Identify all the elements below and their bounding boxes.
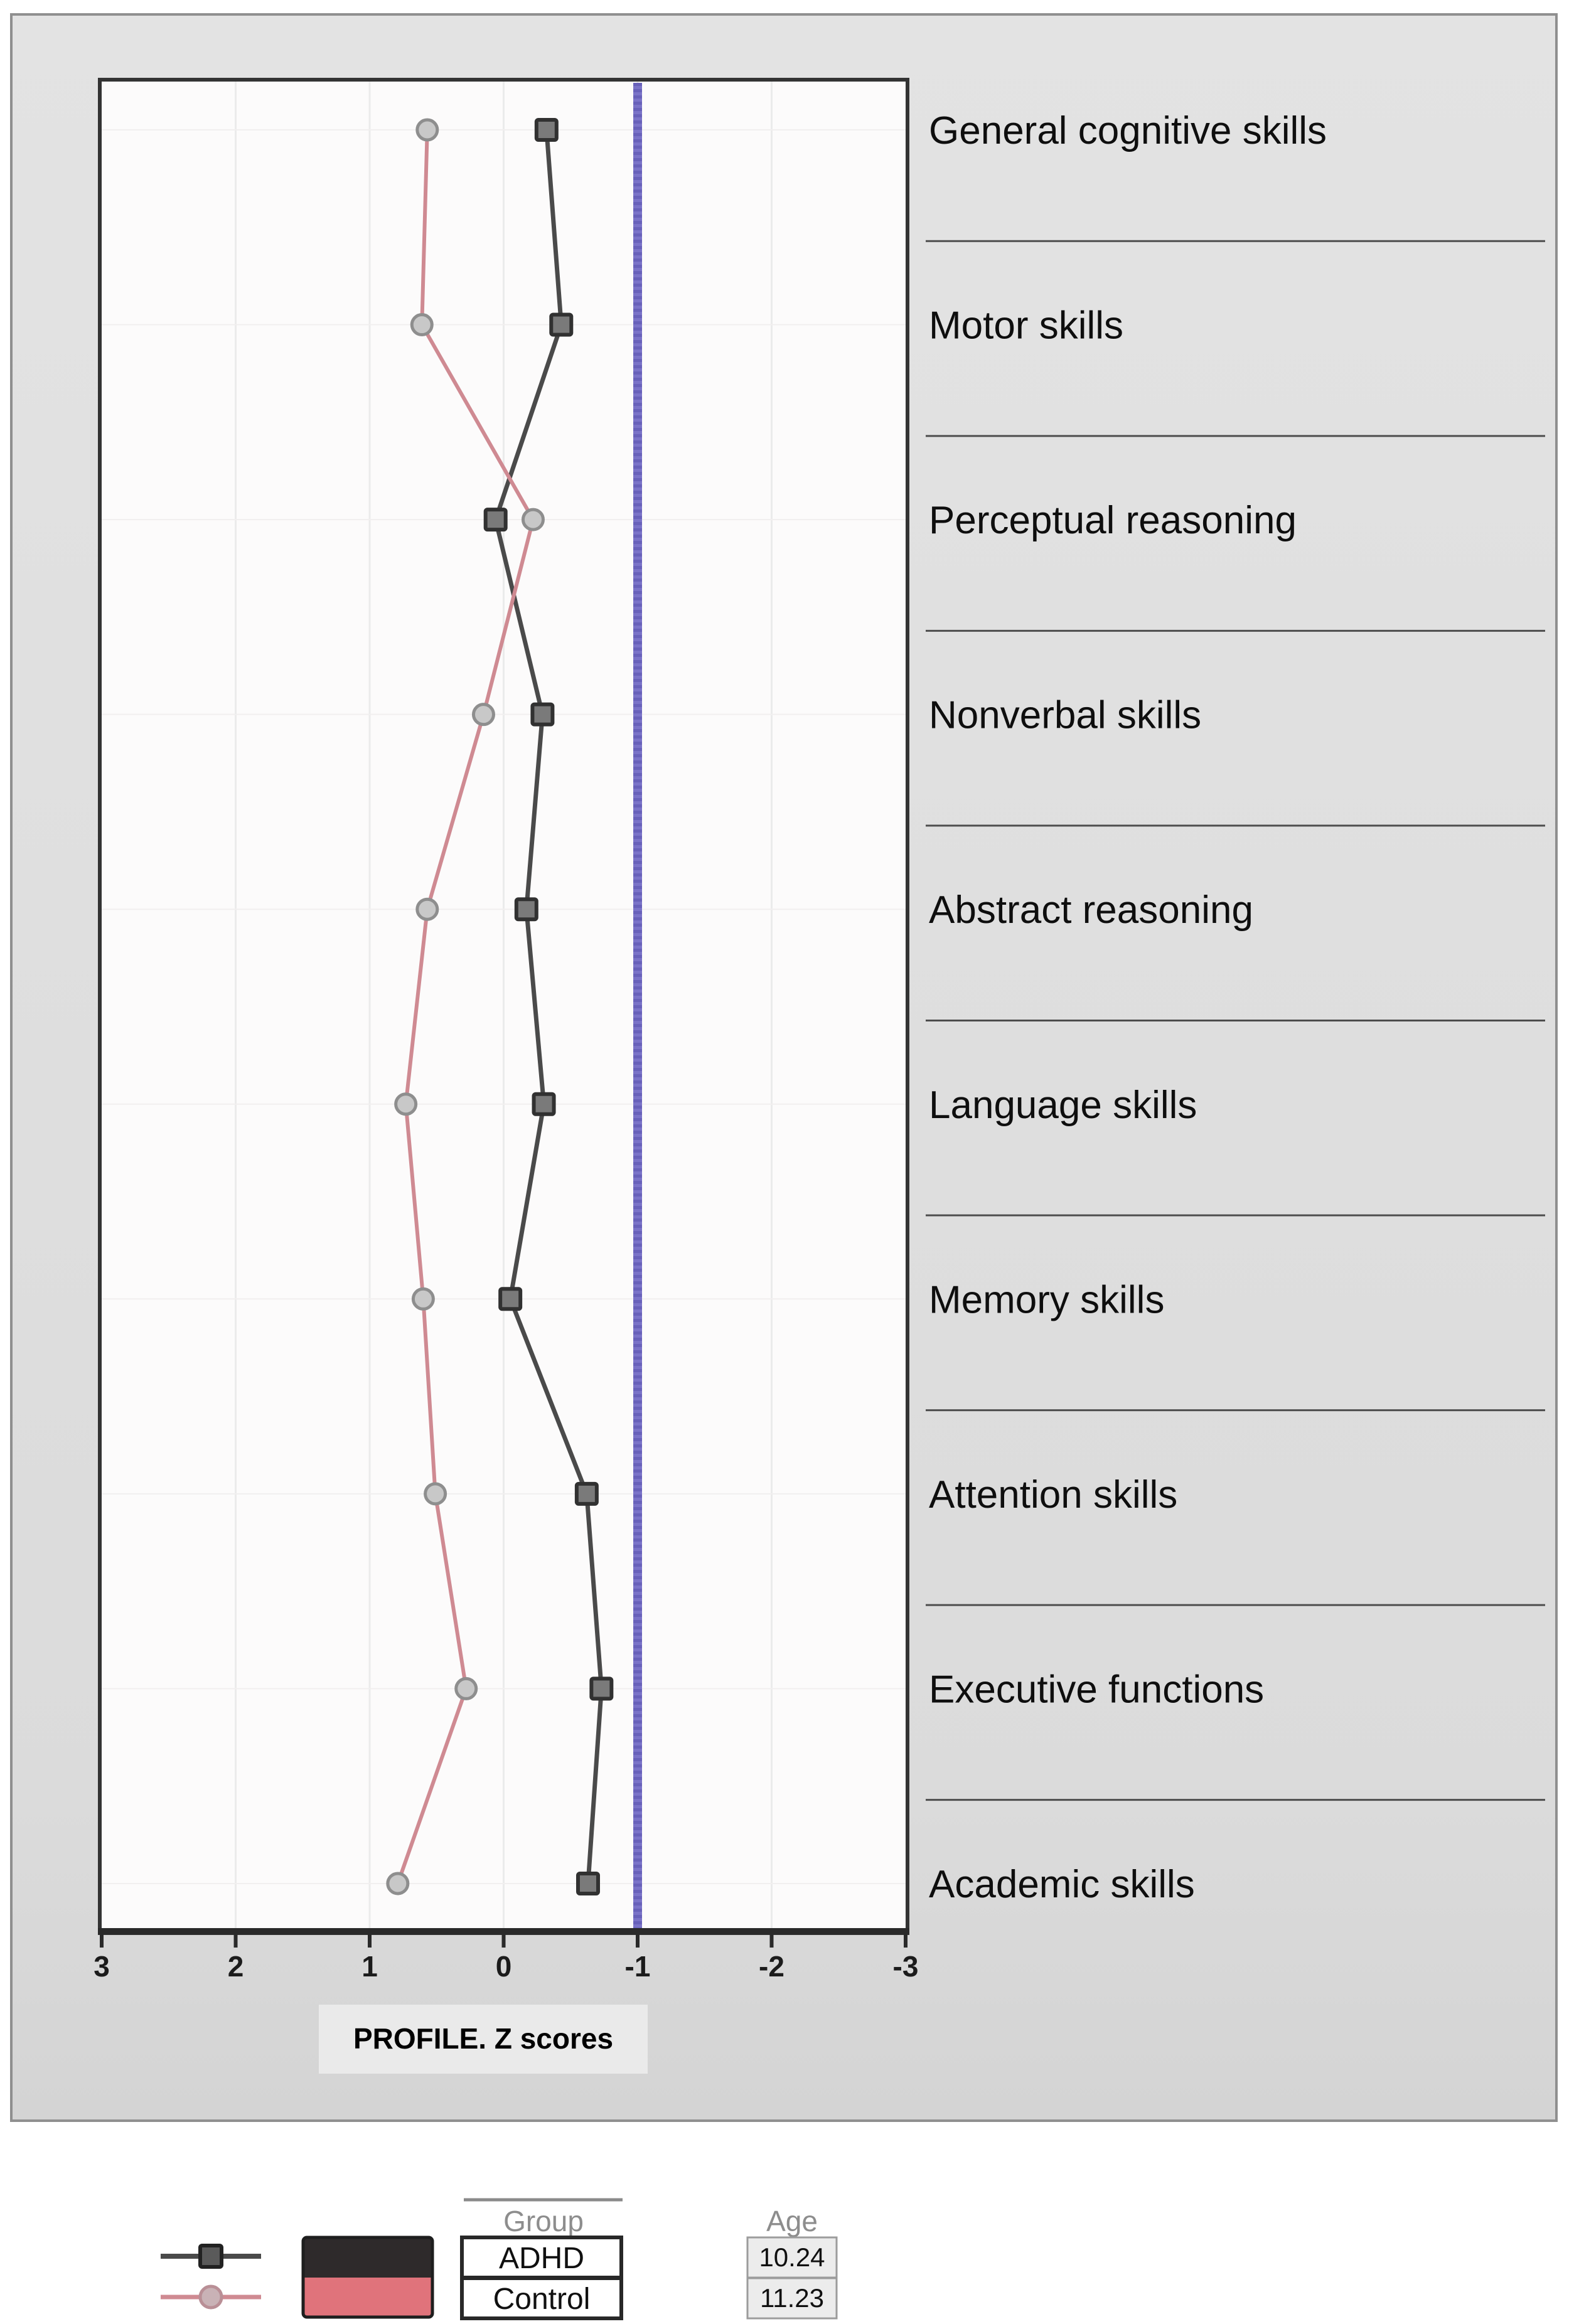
adhd-color-swatch (303, 2237, 432, 2278)
category-label-8: Executive functions (929, 1668, 1264, 1711)
series-line-control (396, 129, 535, 1884)
series-group (386, 118, 614, 1895)
category-separators (926, 240, 1545, 1801)
marker-adhd-9 (576, 1871, 601, 1895)
reference-line (633, 83, 642, 1930)
legend-swatch-box (301, 2236, 434, 2319)
marker-control-2 (521, 508, 545, 531)
tick-label-3: 3 (94, 1950, 110, 1983)
category-label-7: Attention skills (929, 1473, 1177, 1516)
category-label-2: Perceptual reasoning (929, 499, 1297, 542)
tick-label--1: -1 (625, 1950, 651, 1983)
legend-square-marker-adhd (198, 2244, 223, 2269)
category-labels: General cognitive skills Motor skills Perc… (929, 109, 1327, 1906)
marker-control-9 (386, 1872, 410, 1895)
series-line-adhd (493, 129, 604, 1884)
category-label-1: Motor skills (929, 304, 1123, 348)
group-item-box-control (460, 2276, 623, 2320)
legend-marker-samples (161, 2244, 261, 2310)
tick-label--3: -3 (893, 1950, 919, 1983)
category-label-0: General cognitive skills (929, 109, 1327, 152)
age-value-adhd: 10.24 (759, 2242, 825, 2272)
marker-adhd-7 (574, 1481, 599, 1506)
marker-control-7 (424, 1482, 447, 1506)
marker-adhd-0 (534, 118, 559, 142)
marker-adhd-6 (498, 1287, 523, 1311)
category-label-3: Nonverbal skills (929, 694, 1201, 737)
marker-control-1 (410, 313, 434, 337)
category-label-5: Language skills (929, 1084, 1197, 1127)
marker-control-6 (411, 1287, 435, 1311)
tick-label-2: 2 (228, 1950, 244, 1983)
category-label-9: Academic skills (929, 1863, 1195, 1906)
reference-line-group (633, 83, 642, 1930)
group-header: Group (503, 2205, 584, 2237)
marker-control-0 (415, 118, 439, 142)
marker-control-5 (394, 1092, 418, 1116)
x-axis-tick-labels: 3 2 1 0 -1 -2 -3 (94, 1950, 918, 1983)
legend: Group ADHD Control Age 10.24 11.23 (161, 2198, 838, 2320)
marker-control-4 (415, 897, 439, 921)
category-label-6: Memory skills (929, 1278, 1164, 1321)
tick-label--2: -2 (759, 1950, 784, 1983)
age-box-adhd (746, 2236, 838, 2279)
marker-adhd-3 (530, 702, 555, 727)
group-item-label-adhd: ADHD (499, 2242, 584, 2275)
legend-circle-marker-control (198, 2284, 223, 2310)
axis-title-backplate (319, 2005, 648, 2074)
control-color-swatch (303, 2278, 432, 2317)
marker-control-8 (454, 1676, 478, 1700)
category-label-4: Abstract reasoning (929, 888, 1253, 932)
group-item-label-control: Control (493, 2283, 591, 2316)
swatch-outline (301, 2236, 434, 2319)
age-box-control (746, 2277, 838, 2320)
marker-adhd-1 (549, 312, 574, 337)
x-axis-ticks (100, 1931, 907, 1948)
age-value-control: 11.23 (760, 2283, 824, 2313)
axis-title: PROFILE. Z scores (353, 2022, 613, 2055)
age-header: Age (766, 2205, 818, 2237)
tick-label-0: 0 (496, 1950, 512, 1983)
marker-adhd-4 (514, 897, 538, 922)
marker-adhd-5 (532, 1092, 556, 1116)
marker-adhd-2 (483, 508, 508, 532)
marker-control-3 (471, 703, 495, 727)
marker-adhd-8 (589, 1676, 614, 1701)
tick-label-1: 1 (361, 1950, 378, 1983)
